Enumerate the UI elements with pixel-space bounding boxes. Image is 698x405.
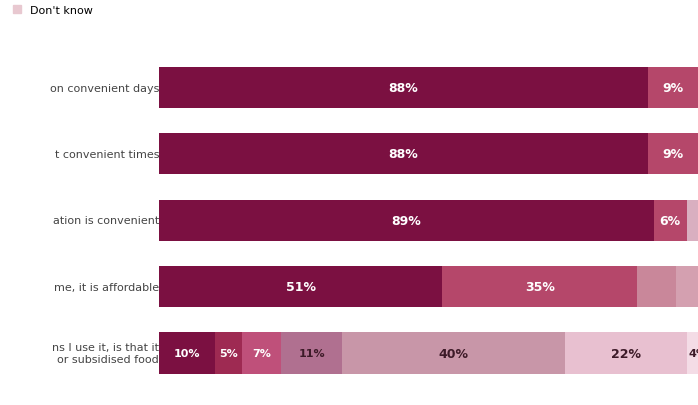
- Bar: [687, 333, 698, 374]
- Text: 5%: 5%: [219, 348, 238, 358]
- Bar: [565, 333, 687, 374]
- Text: 9%: 9%: [662, 82, 683, 95]
- Text: ation is convenient: ation is convenient: [53, 216, 159, 226]
- Bar: [159, 68, 648, 109]
- Bar: [343, 333, 565, 374]
- Text: 11%: 11%: [299, 348, 325, 358]
- Bar: [159, 200, 653, 241]
- Text: 88%: 88%: [389, 82, 418, 95]
- Text: on convenient days: on convenient days: [50, 83, 159, 93]
- Bar: [648, 68, 698, 109]
- Text: 35%: 35%: [525, 280, 555, 293]
- Bar: [637, 266, 676, 307]
- Bar: [687, 200, 698, 241]
- Bar: [648, 134, 698, 175]
- Bar: [159, 134, 648, 175]
- Bar: [215, 333, 242, 374]
- Text: me, it is affordable: me, it is affordable: [54, 282, 159, 292]
- Text: 9%: 9%: [662, 148, 683, 161]
- Bar: [443, 266, 637, 307]
- Bar: [159, 266, 443, 307]
- Text: 6%: 6%: [660, 214, 681, 227]
- Bar: [242, 333, 281, 374]
- Text: 89%: 89%: [392, 214, 421, 227]
- Text: t convenient times: t convenient times: [54, 149, 159, 160]
- Bar: [159, 333, 215, 374]
- Text: 88%: 88%: [389, 148, 418, 161]
- Bar: [281, 333, 343, 374]
- Text: 4%: 4%: [688, 348, 698, 358]
- Text: 40%: 40%: [438, 347, 468, 360]
- Legend: Don't know: Don't know: [13, 6, 94, 16]
- Text: 51%: 51%: [285, 280, 315, 293]
- Bar: [653, 200, 687, 241]
- Text: 22%: 22%: [611, 347, 641, 360]
- Text: 7%: 7%: [253, 348, 272, 358]
- Bar: [676, 266, 698, 307]
- Text: ns I use it, is that it
or subsidised food: ns I use it, is that it or subsidised fo…: [52, 342, 159, 364]
- Text: 10%: 10%: [174, 348, 200, 358]
